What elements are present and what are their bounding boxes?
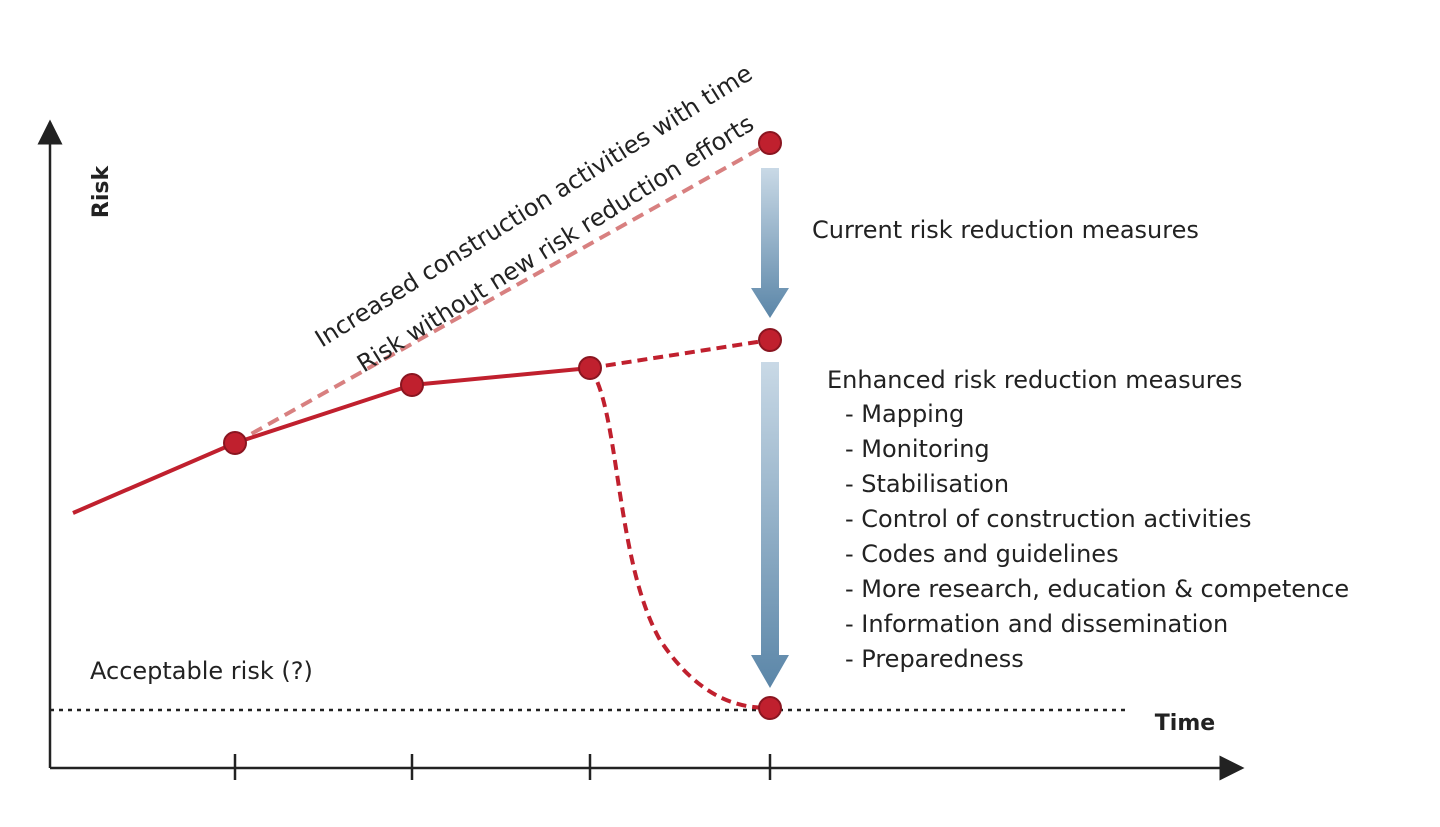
trend-label: Risk without new risk reduction efforts xyxy=(352,109,759,378)
enhanced-item: - Information and dissemination xyxy=(845,610,1228,638)
points xyxy=(223,131,782,720)
enhanced-arrow xyxy=(751,362,789,688)
current-title: Current risk reduction measures xyxy=(812,216,1199,244)
enhanced-item: - Mapping xyxy=(845,400,964,428)
enhanced-title: Enhanced risk reduction measures xyxy=(827,366,1242,394)
current-arrow xyxy=(751,168,789,318)
y-label: Risk xyxy=(89,165,114,219)
enhanced-item: - Stabilisation xyxy=(845,470,1009,498)
enhanced-line xyxy=(588,366,771,710)
enhanced-item: - Codes and guidelines xyxy=(845,540,1119,568)
risk-line xyxy=(72,366,591,515)
no-reduction-line xyxy=(234,141,771,445)
x-label: Time xyxy=(1155,711,1215,736)
enhanced-item: - Monitoring xyxy=(845,435,990,463)
enhanced-item: - Control of construction activities xyxy=(845,505,1252,533)
enhanced-items: - Mapping - Monitoring - Stabilisation - Co… xyxy=(845,400,1349,673)
trend-label: Increased construction activities with t… xyxy=(310,59,757,353)
enhanced-item: - More research, education & competence xyxy=(845,575,1349,603)
current-line xyxy=(589,338,771,370)
axis-ticks xyxy=(233,754,772,780)
acceptable-label: Acceptable risk (?) xyxy=(90,657,313,685)
enhanced-item: - Preparedness xyxy=(845,645,1024,673)
